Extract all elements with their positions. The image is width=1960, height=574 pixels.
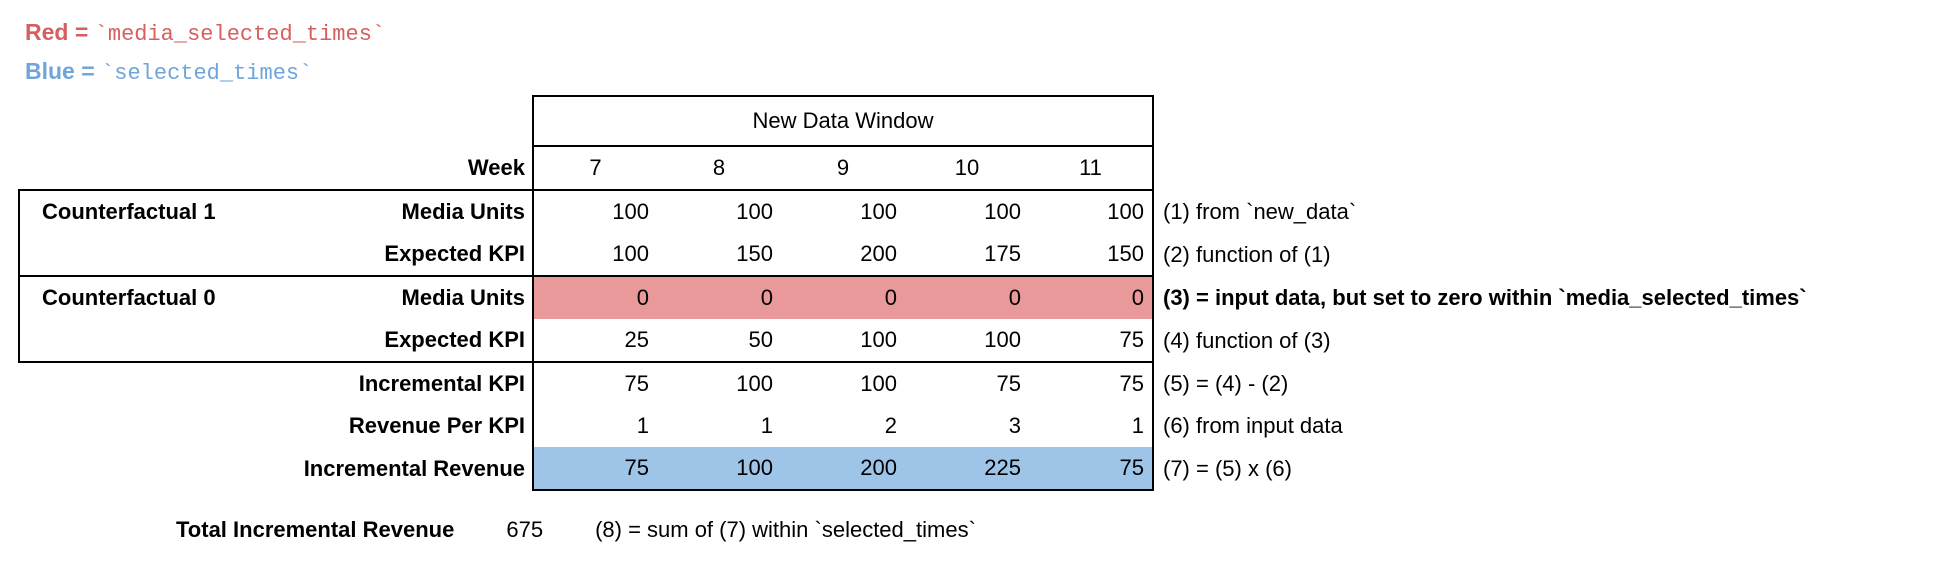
total-value: 675: [506, 517, 544, 542]
cell-value: 75: [1029, 447, 1154, 491]
cell-value: 100: [860, 199, 897, 224]
cell-value: 75: [1029, 319, 1154, 363]
row-annotation: (5) = (4) - (2): [1163, 370, 1289, 396]
cell-value: 1: [760, 413, 773, 438]
cell-value: 225: [905, 447, 1029, 491]
counterfactual-table: New Data Window Week 7 8 9 10 11 Counter…: [18, 95, 1946, 491]
group-label: Counterfactual 1: [18, 190, 269, 233]
table-row: Counterfactual 0 Media Units 0 0 0 0 0 (…: [18, 276, 1945, 319]
row-label: Expected KPI: [269, 233, 533, 277]
row-label: Incremental Revenue: [303, 455, 525, 481]
cell-value: 1: [1029, 405, 1154, 447]
row-annotation: (4) function of (3): [1163, 327, 1331, 353]
table-row: Expected KPI 100 150 200 175 150 (2) fun…: [18, 233, 1945, 277]
row-label: Media Units: [401, 199, 525, 224]
table-row: Incremental KPI 75 100 100 75 75 (5) = (…: [19, 362, 1945, 405]
cell-value: 175: [905, 233, 1029, 277]
row-annotation: (7) = (5) x (6): [1163, 455, 1292, 481]
cell-value: 100: [736, 371, 773, 396]
cell-value: 100: [657, 447, 781, 491]
table-row: Expected KPI 25 50 100 100 75 (4) functi…: [18, 319, 1945, 363]
week-7: 7: [532, 146, 657, 191]
table-row: Counterfactual 1 Media Units 100 100 100…: [18, 190, 1945, 233]
group-label: Counterfactual 0: [18, 276, 269, 319]
cell-value: 75: [532, 447, 657, 491]
week-11: 11: [1029, 146, 1154, 191]
table-row: Revenue Per KPI 1 1 2 3 1 (6) from input…: [19, 405, 1945, 447]
cell-value: 75: [1029, 362, 1154, 405]
cell-value: 100: [860, 371, 897, 396]
cell-value: 75: [996, 371, 1021, 396]
row-annotation: (2) function of (1): [1163, 241, 1331, 267]
row-annotation: (3) = input data, but set to zero within…: [1163, 284, 1807, 310]
legend-blue-code: `selected_times`: [101, 61, 313, 86]
cell-value: 50: [657, 319, 781, 363]
week-9: 9: [781, 146, 905, 191]
legend-red-label: Red =: [25, 19, 95, 45]
cell-value: 100: [736, 199, 773, 224]
legend-red-code: `media_selected_times`: [94, 22, 386, 47]
week-8: 8: [657, 146, 781, 191]
cell-value: 100: [532, 233, 657, 277]
cell-value: 100: [532, 190, 657, 233]
cell-value: 0: [905, 276, 1029, 319]
legend-blue-line: Blue = `selected_times`: [25, 53, 385, 92]
color-legend: Red = `media_selected_times` Blue = `sel…: [25, 14, 385, 92]
cell-value: 0: [781, 276, 905, 319]
cell-value: 200: [781, 447, 905, 491]
window-header-row: New Data Window: [19, 95, 1945, 147]
cell-value: 0: [657, 276, 781, 319]
cell-value: 0: [532, 276, 657, 319]
row-label: Media Units: [401, 285, 525, 310]
cell-value: 75: [532, 362, 657, 405]
week-10: 10: [905, 146, 1029, 191]
cell-value: 3: [1008, 413, 1021, 438]
legend-blue-label: Blue =: [25, 58, 102, 84]
total-summary: Total Incremental Revenue 675 (8) = sum …: [176, 517, 976, 543]
group-label: [18, 233, 269, 277]
cell-value: 1: [532, 405, 657, 447]
week-label: Week: [269, 146, 533, 191]
cell-value: 150: [1029, 233, 1154, 277]
row-label: Incremental KPI: [358, 371, 525, 396]
total-annotation: (8) = sum of (7) within `selected_times`: [595, 517, 976, 542]
cell-value: 100: [1029, 190, 1154, 233]
legend-red-line: Red = `media_selected_times`: [25, 14, 385, 53]
cell-value: 200: [781, 233, 905, 277]
cell-value: 100: [781, 319, 905, 363]
cell-value: 2: [884, 413, 897, 438]
row-label: Revenue Per KPI: [348, 413, 525, 438]
cell-value: 25: [532, 319, 657, 363]
row-annotation: (1) from `new_data`: [1163, 198, 1357, 224]
row-label: Expected KPI: [269, 319, 533, 363]
table-row: Incremental Revenue 75 100 200 225 75 (7…: [19, 447, 1945, 491]
cell-value: 150: [657, 233, 781, 277]
row-annotation: (6) from input data: [1163, 413, 1343, 438]
window-title: New Data Window: [532, 95, 1154, 147]
week-header-row: Week 7 8 9 10 11: [19, 146, 1945, 191]
group-label: [18, 319, 269, 363]
total-label: Total Incremental Revenue: [176, 517, 455, 542]
cell-value: 100: [984, 199, 1021, 224]
cell-value: 0: [1029, 276, 1154, 319]
cell-value: 100: [905, 319, 1029, 363]
